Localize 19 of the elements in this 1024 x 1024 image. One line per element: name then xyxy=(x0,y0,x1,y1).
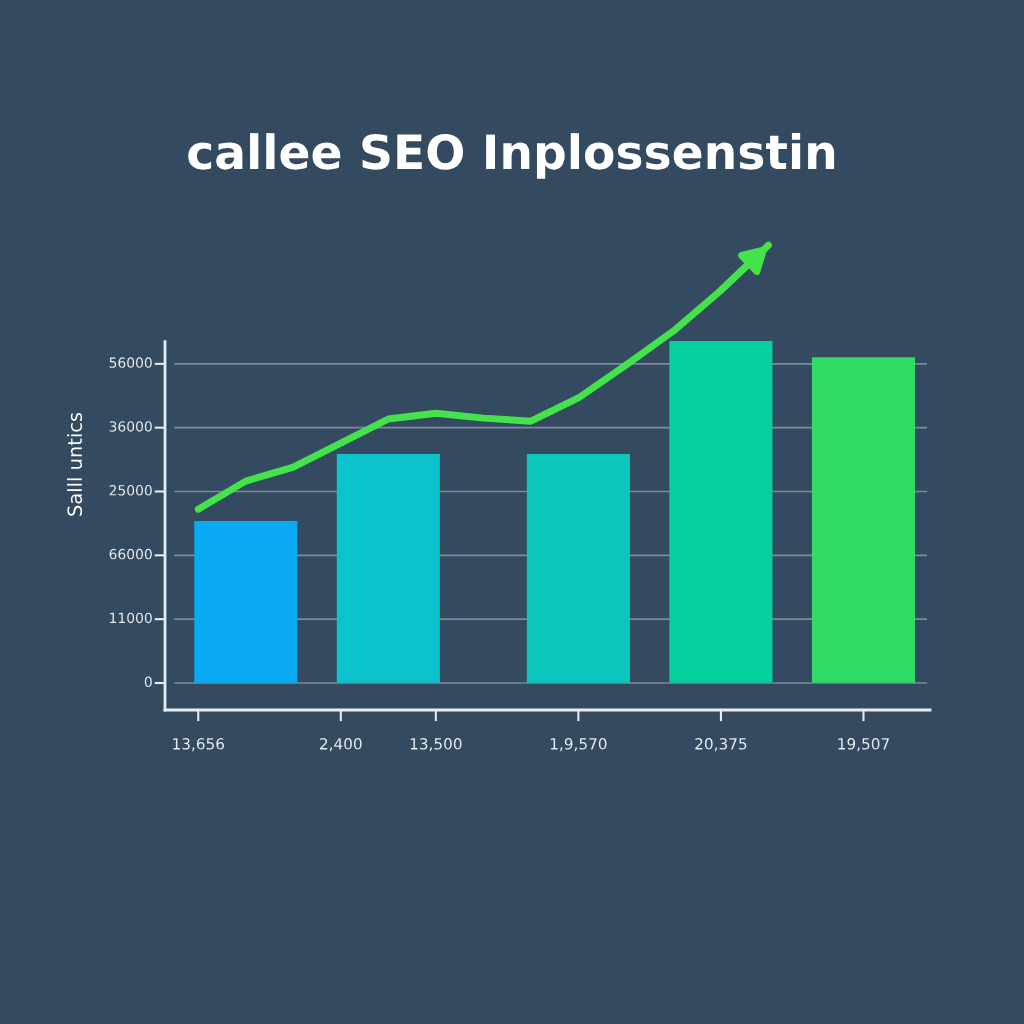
x-tick-label: 20,375 xyxy=(695,738,747,752)
x-tick-label: 13,500 xyxy=(410,738,462,752)
text: 56000 xyxy=(109,357,152,368)
x-tick-label: 1,9,570 xyxy=(550,738,607,752)
chart-title: callee SEO Inplossenstin xyxy=(188,133,835,179)
text: 0 xyxy=(144,676,152,688)
bar xyxy=(669,341,773,683)
text: 25000 xyxy=(109,485,152,496)
text: 11000 xyxy=(110,612,152,624)
x-tick-label: 19,507 xyxy=(838,738,889,752)
bar xyxy=(526,454,630,683)
x-tick-label: 2,400 xyxy=(320,738,362,752)
text: 66000 xyxy=(109,548,152,560)
text: 36000 xyxy=(109,421,152,432)
bar xyxy=(336,454,440,683)
bar xyxy=(194,520,298,683)
x-tick-label: 13,656 xyxy=(173,738,225,752)
y-axis-title: Salll untics xyxy=(67,412,83,516)
bar xyxy=(811,357,916,683)
